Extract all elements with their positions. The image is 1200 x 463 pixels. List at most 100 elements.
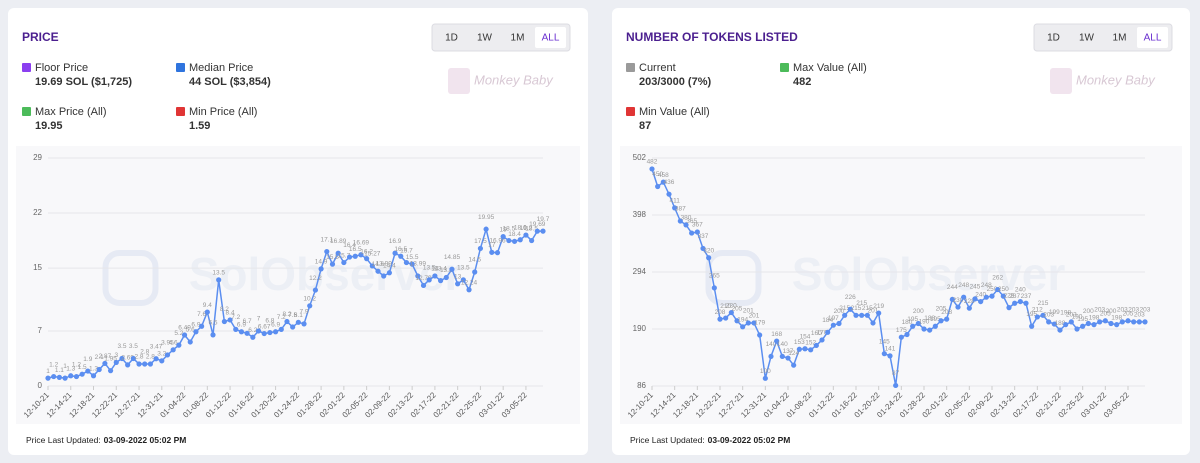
data-label: 5.6 [186,327,195,334]
footer-label: Price Last Updated: [630,435,705,445]
data-point [107,368,114,374]
data-point [62,375,68,381]
data-point [187,339,193,345]
data-point [250,334,256,340]
data-label: 19 [500,226,508,233]
data-point [392,250,398,256]
data-point [381,273,387,279]
data-label: 436 [664,179,675,186]
data-label: 203 [1134,312,1145,319]
data-label: 6.8 [265,317,274,324]
data-point [745,320,751,326]
data-label: 201 [868,308,879,315]
data-point [655,183,661,190]
logo-text: Monkey Baby [1076,72,1156,87]
data-label: 19.7 [537,216,550,223]
data-point [706,255,712,261]
data-label: 152 [805,340,816,347]
data-label: 205 [1123,310,1134,317]
range-button[interactable]: 1M [1113,33,1127,44]
data-point [443,274,449,281]
data-point [808,347,814,353]
range-button[interactable]: ALL [542,33,560,44]
data-point [403,259,410,266]
data-point [910,323,916,329]
data-point [534,228,540,234]
data-label: 6.9 [237,321,246,328]
data-point [966,305,972,311]
stat-value: 19.95 [35,120,63,132]
data-label: 1 [63,363,67,370]
y-tick-label: 190 [633,324,647,333]
data-label: 240 [975,291,986,298]
data-point [233,326,239,332]
footer: Price Last Updated: 03-09-2022 05:02 PM [26,435,186,445]
range-button[interactable]: 1M [511,33,525,44]
data-point [199,323,205,329]
data-point [694,229,700,235]
data-label: 411 [669,198,680,205]
price-panel: PRICE 1D 1W 1M ALL Floor Price 19.69 SOL ($1,7… [16,23,580,445]
data-point [1040,312,1046,318]
data-label: 226 [845,294,856,301]
stat-value: 44 SOL ($3,854) [189,76,271,88]
stat-label: Min Price (All) [189,106,257,118]
data-point [102,360,108,367]
data-label: 320 [703,247,714,254]
data-point [529,237,535,244]
data-label: 450 [652,171,663,178]
data-point [267,329,273,336]
data-label: 194 [737,317,748,324]
data-point [864,312,870,318]
data-point [85,368,91,374]
range-button[interactable]: 1D [1047,33,1060,44]
data-label: 3.95 [161,340,174,347]
data-label: 482 [647,159,658,166]
data-label: 212 [1032,307,1043,314]
stat-value: 203/3000 (7%) [639,76,711,88]
data-label: 244 [947,284,958,291]
data-point [1057,327,1063,333]
data-point [142,361,148,367]
range-button[interactable]: 1W [477,33,493,44]
data-label: 16.96 [489,237,506,244]
data-label: 210 [720,303,731,310]
data-point [927,327,933,333]
data-label: 248 [981,282,992,289]
data-point [125,362,131,368]
data-label: 14.85 [444,254,461,261]
button-active-bg [1137,27,1168,48]
data-point [887,353,893,359]
data-label: 12.2 [309,275,322,282]
data-point [700,245,706,252]
data-label: 1.1 [55,367,64,374]
range-button[interactable]: 1D [445,33,458,44]
listed-panel: NUMBER OF TOKENS LISTED 1D 1W 1M ALL Current 2… [620,23,1182,445]
data-point [904,331,910,338]
data-point [785,355,791,361]
data-label: 220 [726,302,737,309]
data-point [972,296,978,302]
data-label: 19.69 [529,221,546,228]
data-point [1012,300,1018,306]
panel-title: PRICE [22,30,59,44]
data-label: 200 [834,308,845,315]
data-label: 16.4 [343,242,356,249]
data-point [130,355,136,362]
range-button[interactable]: 1W [1079,33,1095,44]
data-label: 7.2 [231,314,240,321]
stat-value: 482 [793,76,811,88]
data-point [1102,318,1108,324]
data-label: 2.1 [95,354,104,361]
data-point [341,259,347,266]
data-label: 237 [1021,293,1032,300]
data-point [216,277,222,283]
data-point [1131,319,1137,325]
data-point [853,312,859,318]
data-label: 13.99 [376,261,393,268]
data-label: 2.87 [99,353,112,360]
data-label: 248 [958,282,969,289]
data-label: 9.4 [203,302,212,309]
data-label: 16.5 [349,246,362,253]
range-button[interactable]: ALL [1144,33,1162,44]
